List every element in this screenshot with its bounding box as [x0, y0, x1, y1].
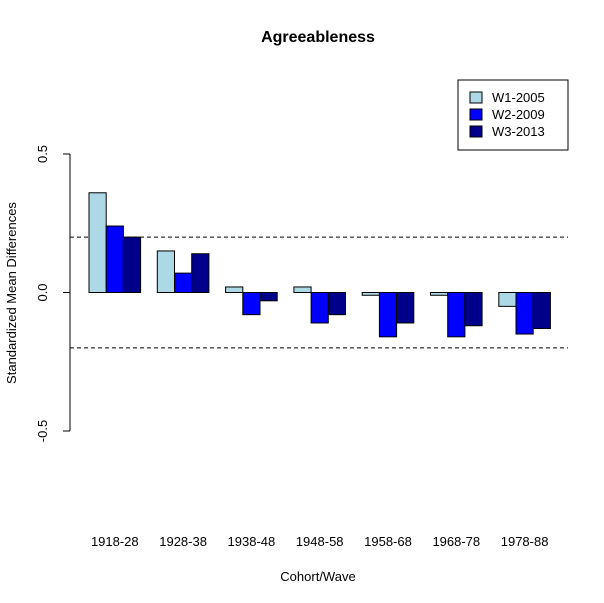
bar-w3-2013-1968-78	[464, 292, 483, 327]
y-tick-label: 0.0	[35, 283, 50, 301]
bar-w2-2009-1978-88	[515, 292, 534, 335]
bar-w3-2013-1938-48	[259, 292, 278, 302]
bar-w1-2005-1978-88	[498, 292, 517, 307]
bar-w1-2005-1918-28	[88, 192, 107, 293]
bar-w2-2009-1918-28	[105, 225, 124, 294]
legend-swatch	[469, 91, 483, 104]
bar-w3-2013-1948-58	[327, 292, 346, 316]
x-tick-label: 1948-58	[296, 534, 344, 549]
x-tick-label: 1938-48	[228, 534, 276, 549]
bar-w1-2005-1928-38	[156, 250, 176, 293]
x-tick-label: 1928-38	[159, 534, 207, 549]
bar-w2-2009-1938-48	[242, 292, 261, 316]
bar-w1-2005-1968-78	[430, 292, 449, 296]
y-axis-label: Standardized Mean Differences	[4, 202, 19, 384]
bar-w2-2009-1958-68	[378, 292, 398, 338]
legend-label: W1-2005	[492, 90, 545, 105]
x-tick-label: 1968-78	[432, 534, 480, 549]
x-axis-label: Cohort/Wave	[280, 569, 355, 584]
legend-label: W3-2013	[492, 124, 545, 139]
legend: W1-2005 W2-2009 W3-2013	[457, 79, 569, 151]
y-axis: -0.5 0.0 0.5	[35, 145, 71, 442]
bar-w2-2009-1948-58	[310, 292, 329, 324]
chart-title: Agreeableness	[261, 29, 375, 46]
y-tick-label: -0.5	[35, 420, 50, 442]
legend-swatch	[469, 108, 483, 121]
bar-w1-2005-1948-58	[293, 286, 312, 293]
bar-w3-2013-1918-28	[122, 236, 142, 294]
bar-w2-2009-1928-38	[174, 272, 193, 293]
y-tick-label: 0.5	[35, 145, 50, 163]
x-tick-label: 1978-88	[501, 534, 549, 549]
legend-label: W2-2009	[492, 107, 545, 122]
x-tick-labels: 1918-28 1928-38 1938-48 1948-58 1958-68 1968-…	[91, 534, 549, 549]
bar-w1-2005-1958-68	[361, 292, 380, 296]
x-tick-label: 1918-28	[91, 534, 139, 549]
bar-w2-2009-1968-78	[447, 292, 466, 338]
bar-w1-2005-1938-48	[225, 286, 244, 293]
bar-w3-2013-1958-68	[396, 292, 415, 324]
legend-swatch	[469, 125, 483, 138]
bar-w3-2013-1928-38	[191, 253, 210, 293]
bar-w3-2013-1978-88	[532, 292, 551, 330]
x-tick-label: 1958-68	[364, 534, 412, 549]
bars-group	[88, 192, 551, 338]
reference-lines	[70, 236, 568, 349]
